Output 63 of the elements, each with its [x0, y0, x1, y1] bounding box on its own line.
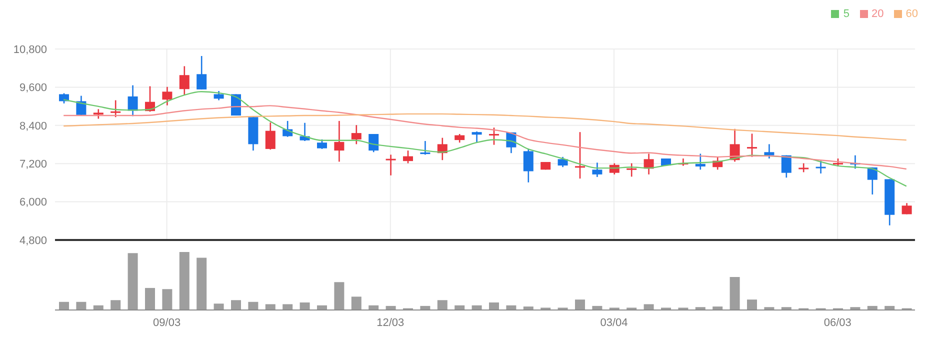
bar: [110, 300, 121, 310]
y-tick-label: 10,800: [13, 44, 47, 56]
candlestick: [575, 131, 585, 180]
candlestick: [489, 126, 499, 146]
candlestick: [747, 133, 757, 158]
y-tick-label: 9,600: [19, 82, 47, 94]
candlestick: [472, 130, 482, 144]
bar: [334, 282, 344, 310]
candlestick: [93, 108, 104, 120]
bar: [196, 258, 207, 310]
candlestick: [420, 140, 430, 156]
bar: [128, 253, 138, 310]
x-tick-label: 03/04: [600, 316, 628, 329]
bar: [644, 304, 654, 310]
candlestick: [386, 154, 396, 176]
bar: [59, 302, 69, 310]
candlestick: [558, 156, 568, 168]
bar: [162, 289, 172, 310]
candlestick: [162, 86, 172, 106]
bar: [747, 300, 757, 310]
bar: [300, 302, 310, 310]
x-tick-label: 06/03: [824, 316, 852, 329]
bar: [179, 252, 190, 310]
candlestick: [128, 84, 138, 117]
candlestick: [764, 144, 774, 160]
legend-label: 5: [843, 8, 850, 20]
candlestick: [798, 162, 809, 173]
bar: [437, 300, 448, 310]
legend-label: 60: [906, 8, 918, 20]
y-tick-label: 7,200: [19, 158, 47, 171]
candlestick: [110, 100, 121, 118]
candlestick: [695, 153, 706, 170]
bar: [489, 302, 499, 310]
candlestick: [816, 160, 826, 174]
bar: [575, 300, 585, 310]
candlestick: [592, 162, 602, 178]
bar: [231, 300, 241, 310]
y-tick-label: 8,400: [19, 120, 47, 132]
bar: [351, 296, 362, 310]
bar: [265, 304, 276, 310]
bar: [145, 288, 155, 310]
candlestick: [351, 124, 362, 145]
bar: [248, 302, 258, 310]
line-series: [63, 113, 907, 141]
candlestick: [317, 138, 327, 150]
bar: [730, 276, 740, 310]
y-tick-label: 6,000: [19, 196, 47, 209]
candlestick: [214, 90, 224, 101]
candlestick: [626, 162, 637, 178]
candlestick: [196, 55, 207, 90]
x-tick-label: 09/03: [153, 316, 181, 329]
bar: [76, 302, 86, 310]
bar: [214, 304, 224, 310]
candlestick: [523, 148, 534, 184]
x-tick-label: 12/03: [376, 316, 404, 329]
candlestick: [265, 122, 276, 150]
y-tick-label: 4,800: [19, 234, 47, 247]
candlestick: [867, 166, 878, 196]
legend-label: 20: [872, 8, 884, 20]
bar: [282, 304, 293, 310]
candlestick: [179, 66, 190, 96]
candlestick: [403, 150, 413, 164]
candlestick: [334, 120, 344, 162]
